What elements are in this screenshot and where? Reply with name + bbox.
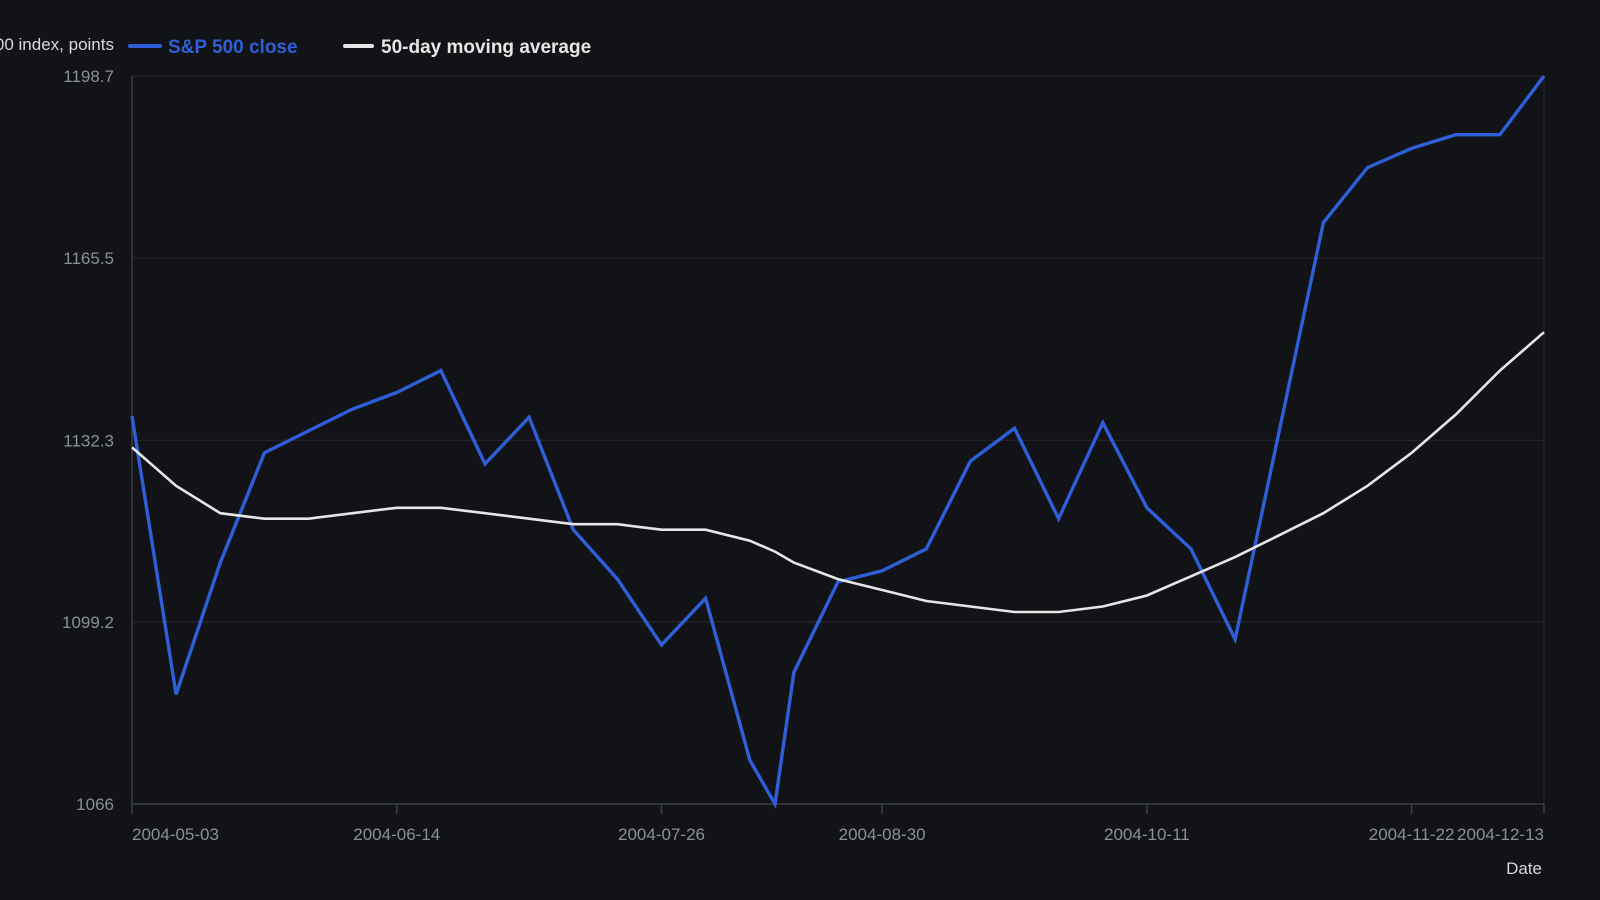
x-tick-label: 2004-08-30 (839, 825, 926, 844)
legend-label-close: S&P 500 close (168, 37, 298, 58)
x-tick-label: 2004-11-22 (1369, 825, 1455, 844)
x-tick-label: 2004-07-26 (618, 825, 705, 844)
y-tick-label: 1066 (76, 795, 114, 814)
grid-layer (132, 75, 1545, 805)
y-tick-label: 1099.2 (62, 613, 114, 632)
legend: S&P 500 index, points S&P 500 close 50-d… (0, 35, 591, 58)
y-tick-label: 1165.5 (63, 249, 114, 268)
series-line-close (130, 74, 1546, 810)
series-layer (130, 74, 1546, 810)
x-tick-label: 2004-12-13 (1457, 825, 1544, 844)
x-tick-label: 2004-05-03 (132, 825, 219, 844)
x-tick-label: 2004-10-11 (1104, 825, 1190, 844)
x-tick-label: 2004-06-14 (353, 825, 440, 844)
series-line-moving-average (131, 331, 1545, 614)
y-axis-label: S&P 500 index, points (0, 35, 114, 54)
x-axis-label: Date (1506, 859, 1542, 878)
legend-label-moving-average: 50-day moving average (381, 37, 591, 58)
axis-layer: 1066 1099.2 1132.3 1165.5 1198.7 2004-05-03 20… (62, 67, 1545, 844)
y-tick-label: 1132.3 (63, 431, 114, 450)
y-tick-label: 1198.7 (63, 67, 114, 86)
